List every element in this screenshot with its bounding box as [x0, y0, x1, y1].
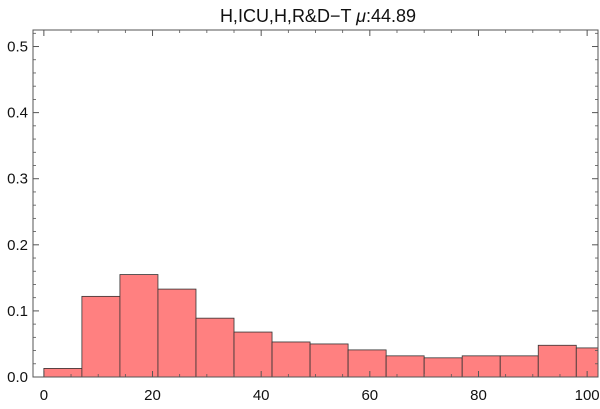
title-value: :44.89	[366, 6, 416, 26]
y-tick-label: 0.2	[7, 237, 28, 254]
histogram-bar	[347, 349, 387, 378]
histogram-bar	[233, 331, 273, 378]
histogram-bar	[461, 355, 501, 378]
y-tick-label: 0.1	[7, 303, 28, 320]
histogram-bar	[43, 368, 83, 378]
histogram-bar	[537, 344, 577, 378]
x-tick-label: 80	[470, 387, 487, 404]
histogram-bar	[499, 355, 539, 378]
x-tick-label: 20	[144, 387, 161, 404]
histogram-bar	[271, 341, 311, 378]
x-tick-label: 0	[40, 387, 48, 404]
histogram-bar	[309, 343, 349, 378]
histogram-bar	[423, 357, 463, 378]
bars-group	[43, 274, 599, 378]
histogram-bar	[157, 288, 197, 378]
y-tick-label: 0.5	[7, 39, 28, 56]
y-tick-labels: 0.0 0.1 0.2 0.3 0.4 0.5	[7, 39, 28, 386]
x-tick-labels: 0 20 40 60 80 100	[40, 387, 600, 404]
y-tick-label: 0.3	[7, 171, 28, 188]
histogram-bar	[81, 295, 121, 378]
y-tick-label: 0.4	[7, 105, 28, 122]
ticks-group	[33, 30, 598, 378]
x-tick-label: 40	[253, 387, 270, 404]
title-mu: μ	[355, 6, 366, 26]
histogram-bar	[119, 274, 159, 378]
x-tick-label: 60	[361, 387, 378, 404]
histogram-bar	[385, 355, 425, 378]
histogram-bar	[195, 317, 235, 378]
title-prefix: H,ICU,H,R&D−T	[220, 6, 356, 26]
x-tick-label: 100	[575, 387, 600, 404]
chart-title: H,ICU,H,R&D−T μ:44.89	[220, 6, 416, 26]
y-tick-label: 0.0	[7, 369, 28, 386]
